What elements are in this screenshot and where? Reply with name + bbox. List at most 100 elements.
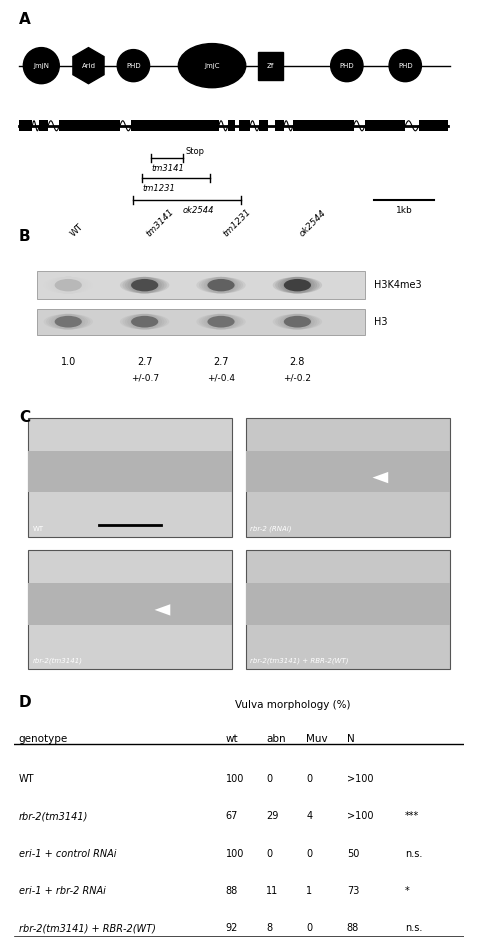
Text: PHD: PHD — [398, 63, 413, 68]
Text: 88: 88 — [226, 886, 238, 896]
Text: 92: 92 — [226, 923, 238, 933]
Text: D: D — [19, 694, 32, 710]
Ellipse shape — [131, 315, 158, 328]
Text: rbr-2(tm3141): rbr-2(tm3141) — [33, 657, 82, 664]
Bar — [259, 121, 268, 131]
Ellipse shape — [199, 276, 243, 294]
Text: 1: 1 — [306, 886, 313, 896]
Bar — [28, 451, 232, 492]
Bar — [246, 583, 450, 625]
Text: +/-0.4: +/-0.4 — [207, 373, 235, 383]
Text: 1kb: 1kb — [396, 206, 413, 215]
Text: Zf: Zf — [267, 63, 274, 68]
Ellipse shape — [282, 314, 312, 330]
Text: JmjC: JmjC — [204, 63, 220, 68]
Text: tm1231: tm1231 — [142, 184, 175, 193]
Text: 0: 0 — [266, 848, 272, 859]
Text: 1.0: 1.0 — [61, 357, 76, 368]
Text: >100: >100 — [347, 811, 373, 822]
Text: Arid: Arid — [81, 63, 96, 68]
Text: 2.7: 2.7 — [137, 357, 152, 368]
Ellipse shape — [280, 276, 315, 294]
Text: n.s.: n.s. — [405, 923, 423, 933]
Ellipse shape — [122, 276, 167, 294]
Ellipse shape — [196, 314, 246, 330]
Ellipse shape — [125, 276, 164, 294]
Bar — [275, 121, 284, 131]
Ellipse shape — [54, 276, 83, 294]
Ellipse shape — [120, 276, 169, 294]
Text: rbr-2(tm3141) + RBR-2(WT): rbr-2(tm3141) + RBR-2(WT) — [250, 657, 349, 664]
Bar — [258, 51, 283, 80]
Ellipse shape — [278, 276, 317, 294]
Bar — [246, 550, 450, 670]
Text: 29: 29 — [266, 811, 278, 822]
Ellipse shape — [204, 314, 239, 330]
Ellipse shape — [206, 276, 236, 294]
Bar — [59, 121, 120, 131]
Ellipse shape — [275, 276, 320, 294]
Bar — [37, 309, 365, 334]
Bar — [28, 418, 232, 537]
Text: eri-1 + rbr-2 RNAi: eri-1 + rbr-2 RNAi — [19, 886, 106, 896]
Ellipse shape — [117, 49, 150, 82]
Ellipse shape — [130, 276, 160, 294]
Text: n.s.: n.s. — [405, 848, 423, 859]
Text: rbr-2(tm3141) + RBR-2(WT): rbr-2(tm3141) + RBR-2(WT) — [19, 923, 156, 933]
Ellipse shape — [278, 314, 317, 330]
Text: PHD: PHD — [339, 63, 354, 68]
Ellipse shape — [196, 276, 246, 294]
Text: ***: *** — [405, 811, 420, 822]
Ellipse shape — [389, 49, 422, 82]
Ellipse shape — [199, 314, 243, 330]
Text: 2.8: 2.8 — [290, 357, 305, 368]
Ellipse shape — [46, 276, 90, 294]
Ellipse shape — [127, 314, 162, 330]
Text: 0: 0 — [306, 848, 313, 859]
Bar — [28, 550, 232, 670]
Polygon shape — [73, 48, 104, 84]
Ellipse shape — [204, 276, 239, 294]
Bar — [39, 121, 48, 131]
Text: ok2544: ok2544 — [183, 206, 214, 215]
Bar — [365, 121, 405, 131]
Text: +/-0.2: +/-0.2 — [283, 373, 311, 383]
Text: tm1231: tm1231 — [221, 207, 252, 238]
Bar — [419, 121, 448, 131]
Ellipse shape — [280, 314, 315, 330]
Ellipse shape — [284, 279, 311, 292]
Text: N: N — [347, 734, 355, 745]
Bar — [246, 451, 450, 492]
Ellipse shape — [43, 314, 93, 330]
Text: JmjN: JmjN — [33, 63, 49, 68]
Ellipse shape — [207, 315, 235, 328]
Text: *: * — [405, 886, 410, 896]
Text: Vulva morphology (%): Vulva morphology (%) — [235, 700, 351, 710]
Ellipse shape — [284, 315, 311, 328]
Text: WT: WT — [19, 774, 34, 784]
Text: rbr-2(tm3141): rbr-2(tm3141) — [19, 811, 88, 822]
Text: 0: 0 — [306, 923, 313, 933]
Ellipse shape — [331, 49, 363, 82]
Text: tm3141: tm3141 — [152, 163, 184, 173]
Text: 2.7: 2.7 — [213, 357, 229, 368]
Ellipse shape — [272, 314, 322, 330]
Bar — [293, 121, 354, 131]
Polygon shape — [154, 604, 170, 616]
Text: +/-0.7: +/-0.7 — [130, 373, 159, 383]
Ellipse shape — [120, 314, 169, 330]
Ellipse shape — [46, 314, 90, 330]
Text: 11: 11 — [266, 886, 278, 896]
Polygon shape — [372, 472, 388, 484]
Text: 0: 0 — [266, 774, 272, 784]
Text: 4: 4 — [306, 811, 313, 822]
Text: 100: 100 — [226, 848, 244, 859]
Ellipse shape — [48, 314, 88, 330]
Ellipse shape — [122, 314, 167, 330]
Text: 0: 0 — [306, 774, 313, 784]
Ellipse shape — [54, 315, 82, 328]
Ellipse shape — [48, 276, 88, 294]
Text: PHD: PHD — [126, 63, 141, 68]
Ellipse shape — [207, 279, 235, 292]
Text: H3K4me3: H3K4me3 — [374, 280, 422, 290]
